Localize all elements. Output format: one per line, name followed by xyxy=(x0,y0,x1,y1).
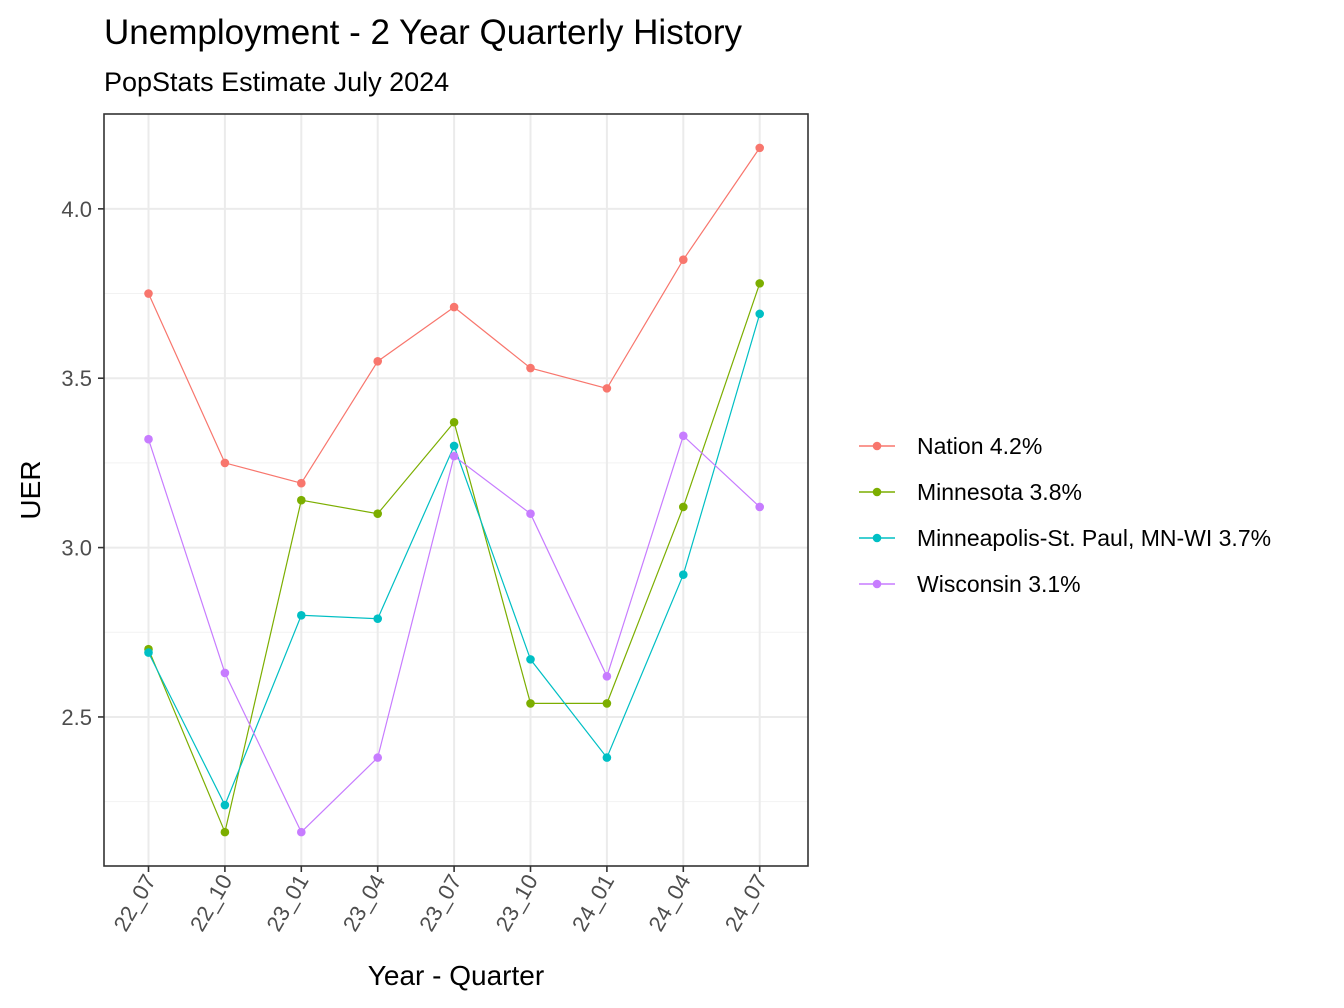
x-tick-label: 24_01 xyxy=(567,870,619,935)
legend-item: Minneapolis-St. Paul, MN-WI 3.7% xyxy=(859,525,1271,551)
data-point xyxy=(297,611,306,620)
legend-label: Wisconsin 3.1% xyxy=(917,571,1081,597)
data-point xyxy=(220,458,230,468)
legend-item: Minnesota 3.8% xyxy=(859,479,1082,505)
data-point xyxy=(449,451,459,461)
x-axis-title: Year - Quarter xyxy=(368,960,544,991)
y-axis-title: UER xyxy=(15,460,46,519)
legend-item: Wisconsin 3.1% xyxy=(859,571,1081,597)
data-point xyxy=(602,672,612,681)
data-point xyxy=(755,309,764,319)
chart-subtitle: PopStats Estimate July 2024 xyxy=(104,67,449,97)
data-point xyxy=(755,502,764,512)
data-point xyxy=(373,753,383,762)
data-point xyxy=(526,363,535,373)
x-tick-label: 23_07 xyxy=(414,870,466,935)
series-group xyxy=(144,143,764,488)
legend-label: Nation 4.2% xyxy=(917,433,1042,459)
data-point xyxy=(449,417,459,427)
series-group xyxy=(144,279,764,837)
series-group xyxy=(144,431,764,837)
series-lines xyxy=(144,143,764,837)
legend: Nation 4.2% Minnesota 3.8% Minneapolis-St.… xyxy=(859,433,1271,597)
x-tick-label: 23_01 xyxy=(261,870,313,935)
series-group xyxy=(144,309,764,810)
data-point xyxy=(526,509,535,519)
data-point xyxy=(526,699,535,708)
legend-key-point xyxy=(872,579,882,589)
data-point xyxy=(526,655,535,664)
grid-lines xyxy=(104,114,808,866)
data-point xyxy=(297,827,306,837)
data-point xyxy=(373,614,383,624)
legend-key-point xyxy=(872,487,882,497)
legend-key-point xyxy=(872,441,882,451)
legend-key-point xyxy=(872,533,882,543)
data-point xyxy=(602,699,612,708)
data-point xyxy=(602,384,612,393)
x-tick-label: 22_07 xyxy=(109,870,161,935)
data-point xyxy=(449,441,459,451)
legend-label: Minnesota 3.8% xyxy=(917,479,1082,505)
data-point xyxy=(679,570,688,579)
data-point xyxy=(297,478,306,488)
x-tick-label: 23_04 xyxy=(338,870,390,935)
x-tick-label: 24_07 xyxy=(720,870,772,935)
data-point xyxy=(144,289,153,298)
y-tick-label: 2.5 xyxy=(61,705,92,730)
x-tick-label: 24_04 xyxy=(643,870,695,935)
data-point xyxy=(755,143,764,153)
plot-panel-border xyxy=(103,113,809,867)
legend-item: Nation 4.2% xyxy=(859,433,1042,459)
data-point xyxy=(602,753,612,762)
data-point xyxy=(679,255,688,264)
data-point xyxy=(220,827,230,837)
x-tick-label: 22_10 xyxy=(185,870,237,935)
data-point xyxy=(679,431,688,441)
data-point xyxy=(220,800,230,810)
axes: 2.5 3.0 3.5 4.0 22_07 22_10 23_01 23_04 23_07 23_… xyxy=(61,197,772,936)
legend-label: Minneapolis-St. Paul, MN-WI 3.7% xyxy=(917,525,1271,551)
data-point xyxy=(144,434,153,444)
y-tick-label: 3.0 xyxy=(61,536,92,561)
data-point xyxy=(144,648,153,657)
x-tick-label: 23_10 xyxy=(491,870,543,935)
y-tick-label: 4.0 xyxy=(61,197,92,222)
y-tick-label: 3.5 xyxy=(61,366,92,391)
data-point xyxy=(679,502,688,512)
data-point xyxy=(373,356,383,366)
chart-title: Unemployment - 2 Year Quarterly History xyxy=(104,13,743,52)
data-point xyxy=(755,279,764,288)
data-point xyxy=(220,668,230,678)
data-point xyxy=(297,495,306,505)
data-point xyxy=(373,509,383,519)
data-point xyxy=(449,302,459,312)
